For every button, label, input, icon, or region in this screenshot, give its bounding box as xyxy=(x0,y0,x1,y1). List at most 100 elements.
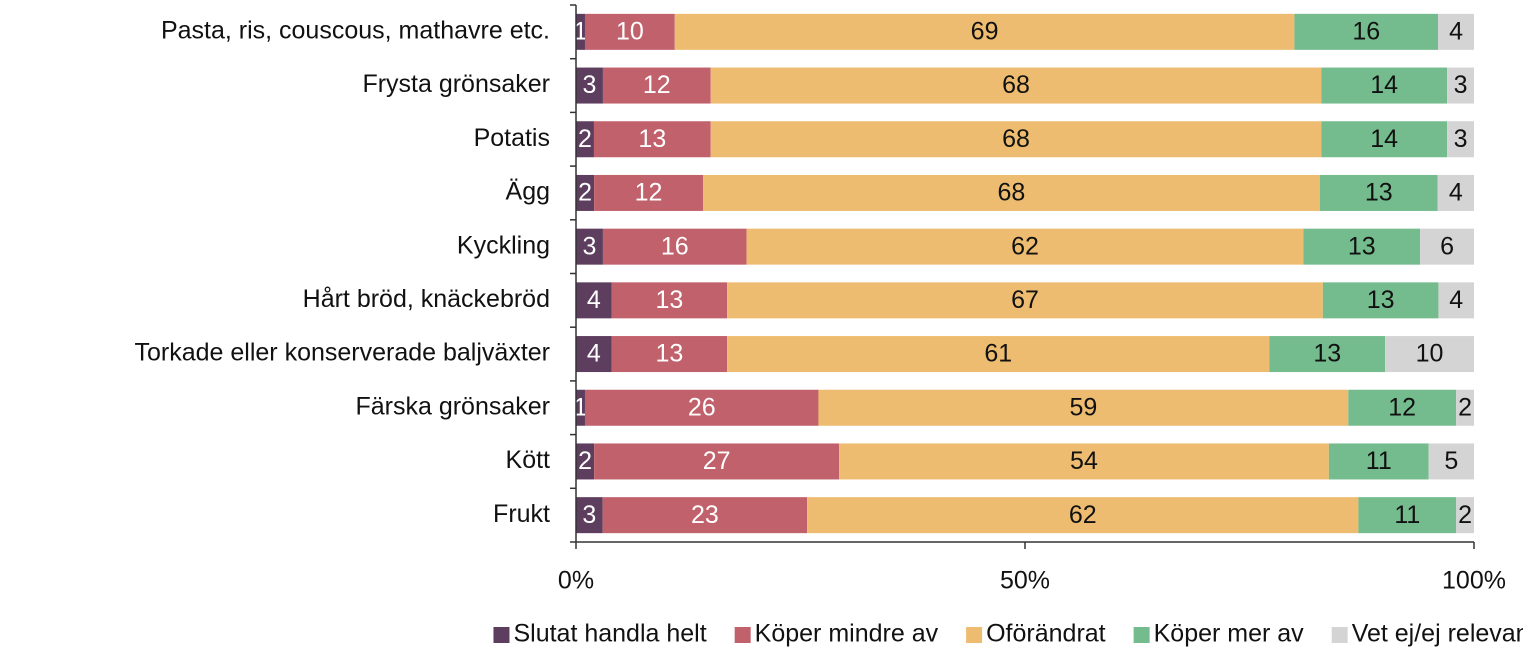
data-label: 3 xyxy=(582,501,596,529)
bar-segment xyxy=(727,282,1323,319)
bar-segment xyxy=(576,67,603,104)
bar-segment xyxy=(1385,336,1474,373)
bar-segment xyxy=(710,67,1322,104)
bar-segment xyxy=(1303,228,1421,265)
data-label: 4 xyxy=(1449,179,1463,207)
bar-segment xyxy=(674,13,1295,50)
data-label: 69 xyxy=(971,17,999,45)
data-label: 61 xyxy=(984,340,1012,368)
bar-segment xyxy=(702,174,1320,211)
bar-segment xyxy=(593,121,711,158)
bar-segment xyxy=(576,174,595,211)
legend-swatch xyxy=(966,627,983,643)
category-label: Kött xyxy=(506,446,551,474)
bar-segment xyxy=(1294,13,1439,50)
bar-segment xyxy=(594,443,840,480)
data-label: 11 xyxy=(1394,501,1420,529)
data-label: 12 xyxy=(643,71,671,99)
data-label: 68 xyxy=(1002,125,1030,153)
data-label: 3 xyxy=(583,71,597,99)
bar-segment xyxy=(602,228,747,265)
bar-segment xyxy=(576,282,612,319)
legend-label: Köper mer av xyxy=(1154,620,1305,648)
data-label: 2 xyxy=(1458,501,1472,529)
bar-segment xyxy=(1456,497,1474,534)
bar-segment xyxy=(594,174,703,211)
bar-segment xyxy=(1428,443,1474,480)
bar-segment xyxy=(1321,67,1448,104)
data-label: 54 xyxy=(1070,447,1098,475)
bar-segment xyxy=(1358,497,1457,534)
legend-label: Köper mindre av xyxy=(755,620,939,648)
bar-segment xyxy=(1438,13,1474,50)
bar-segment xyxy=(611,336,728,373)
bar-segment xyxy=(576,228,603,265)
data-label: 2 xyxy=(578,179,592,207)
legend-label: Vet ej/ej relevant xyxy=(1352,620,1523,648)
bar-segment xyxy=(584,13,675,50)
bar-segment xyxy=(807,497,1359,534)
bar-segment xyxy=(584,389,819,426)
bar-segment xyxy=(1322,282,1439,319)
category-label: Frysta grönsaker xyxy=(362,70,550,98)
data-label: 4 xyxy=(1449,17,1463,45)
data-label: 27 xyxy=(703,447,731,475)
x-tick-label: 0% xyxy=(558,567,594,595)
data-label: 1 xyxy=(574,393,588,421)
data-label: 62 xyxy=(1011,232,1039,260)
bar-segment xyxy=(1319,174,1438,211)
data-label: 10 xyxy=(1416,340,1444,368)
legend-swatch xyxy=(1331,627,1348,643)
bar-segment xyxy=(1456,389,1474,426)
bar-segment xyxy=(1348,389,1457,426)
bar-segment xyxy=(611,282,728,319)
category-label: Pasta, ris, couscous, mathavre etc. xyxy=(161,16,550,44)
bar-segment xyxy=(602,67,711,104)
data-label: 12 xyxy=(635,179,663,207)
bar-segment xyxy=(602,497,808,534)
bar-segment xyxy=(576,13,585,50)
data-label: 26 xyxy=(688,393,716,421)
bar-segment xyxy=(1447,121,1474,158)
data-label: 62 xyxy=(1069,501,1097,529)
category-label: Frukt xyxy=(493,500,550,528)
bar-segment xyxy=(710,121,1322,158)
bar-segment xyxy=(1269,336,1386,373)
legend-swatch xyxy=(734,627,751,643)
category-label: Ägg xyxy=(506,178,550,206)
x-tick-label: 100% xyxy=(1442,567,1506,595)
legend-label: Slutat handla helt xyxy=(513,620,706,648)
bar-segment xyxy=(818,389,1349,426)
data-label: 2 xyxy=(578,447,592,475)
data-label: 4 xyxy=(587,286,601,314)
data-label: 3 xyxy=(1454,125,1468,153)
bar-segment xyxy=(576,443,595,480)
category-label: Hårt bröd, knäckebröd xyxy=(303,285,550,313)
category-label: Färska grönsaker xyxy=(355,392,550,420)
category-label: Torkade eller konserverade baljväxter xyxy=(135,339,551,367)
data-label: 59 xyxy=(1069,393,1097,421)
data-label: 11 xyxy=(1366,447,1392,475)
data-label: 10 xyxy=(616,17,644,45)
legend-swatch xyxy=(493,627,510,643)
data-label: 6 xyxy=(1440,232,1454,260)
bar-segment xyxy=(1437,174,1474,211)
data-label: 4 xyxy=(587,340,601,368)
bar-segment xyxy=(1438,282,1474,319)
legend-label: Oförändrat xyxy=(986,620,1106,648)
bar-segment xyxy=(746,228,1304,265)
data-label: 1 xyxy=(574,17,588,45)
bar-segment xyxy=(576,121,594,158)
data-label: 12 xyxy=(1388,393,1416,421)
data-label: 13 xyxy=(1367,286,1395,314)
bar-segment xyxy=(1447,67,1474,104)
data-label: 13 xyxy=(638,125,666,153)
bar-segment xyxy=(576,336,612,373)
data-label: 2 xyxy=(578,125,592,153)
data-label: 13 xyxy=(655,286,683,314)
category-label: Potatis xyxy=(474,124,550,152)
bar-segment xyxy=(839,443,1329,480)
data-label: 23 xyxy=(691,501,719,529)
bar-segment xyxy=(576,497,603,534)
